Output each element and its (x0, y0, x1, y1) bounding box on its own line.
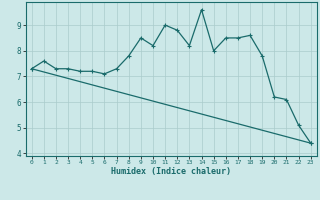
X-axis label: Humidex (Indice chaleur): Humidex (Indice chaleur) (111, 167, 231, 176)
